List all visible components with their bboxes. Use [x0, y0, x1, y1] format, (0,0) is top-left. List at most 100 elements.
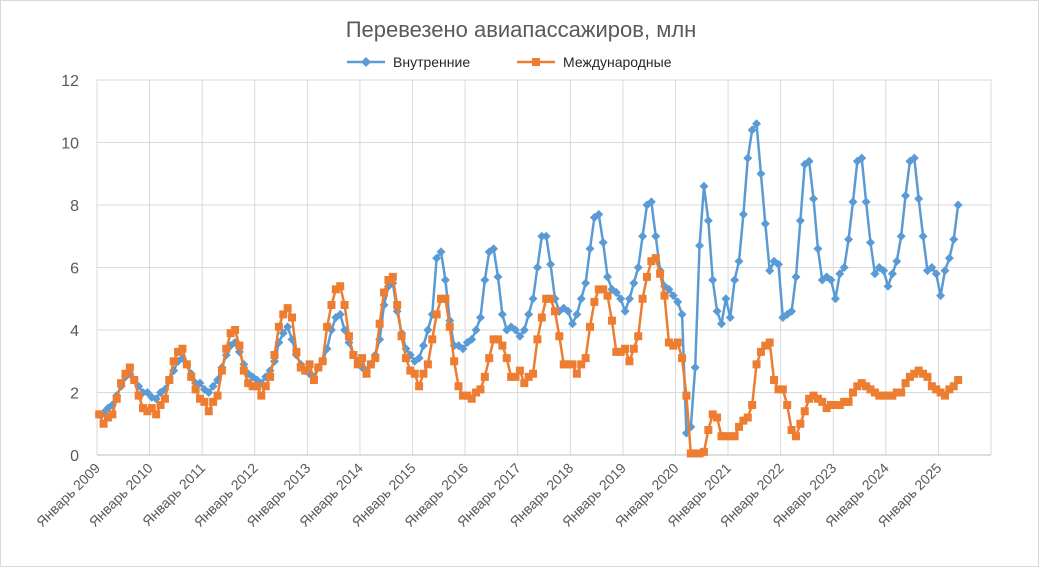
- data-point-international: [857, 379, 866, 388]
- data-point-international: [586, 322, 595, 331]
- data-point-international: [853, 382, 862, 391]
- data-point-domestic: [716, 319, 726, 329]
- data-point-domestic: [204, 388, 214, 397]
- data-point-international: [296, 363, 305, 372]
- data-point-international: [542, 294, 551, 303]
- data-point-international: [292, 347, 301, 356]
- data-point-domestic: [901, 191, 911, 201]
- data-point-domestic: [624, 294, 634, 304]
- data-point-international: [388, 272, 397, 281]
- data-point-domestic: [773, 259, 783, 269]
- data-point-international: [507, 372, 516, 381]
- data-point-international: [380, 288, 389, 297]
- data-point-international: [401, 354, 410, 363]
- data-point-domestic: [848, 197, 858, 207]
- legend-item-domestic: Внутренние: [347, 54, 470, 70]
- data-point-domestic: [892, 256, 902, 266]
- data-point-international: [721, 432, 730, 441]
- data-point-international: [327, 301, 336, 309]
- data-point-international: [940, 391, 949, 400]
- data-point-international: [393, 301, 402, 309]
- data-point-international: [336, 282, 345, 291]
- data-point-domestic: [695, 241, 705, 251]
- data-point-international: [217, 366, 226, 375]
- data-point-international: [660, 291, 669, 300]
- data-point-international: [143, 407, 152, 416]
- data-point-international: [244, 379, 253, 388]
- data-point-international: [870, 388, 879, 397]
- data-point-international: [485, 354, 494, 363]
- legend-label-domestic: Внутренние: [393, 54, 470, 70]
- chart-title: Перевезено авиапассажиров, млн: [346, 17, 697, 42]
- data-point-international: [949, 382, 958, 391]
- series-international: [95, 254, 963, 458]
- data-point-domestic: [721, 294, 731, 304]
- data-point-international: [441, 294, 450, 303]
- data-point-domestic: [629, 278, 639, 288]
- data-point-international: [634, 332, 643, 341]
- data-point-domestic: [830, 294, 840, 304]
- data-point-international: [191, 385, 200, 394]
- data-point-international: [564, 360, 573, 369]
- data-point-international: [905, 372, 914, 381]
- series-domestic: [94, 119, 963, 438]
- data-point-domestic: [598, 238, 608, 247]
- data-point-international: [209, 397, 218, 406]
- data-point-domestic: [743, 153, 753, 163]
- data-point-domestic: [703, 216, 713, 226]
- data-point-international: [884, 391, 893, 400]
- data-point-international: [134, 391, 143, 400]
- data-point-international: [349, 351, 358, 359]
- data-point-domestic: [283, 322, 293, 332]
- data-point-international: [555, 332, 564, 341]
- data-point-international: [581, 354, 590, 363]
- data-point-international: [708, 410, 717, 419]
- data-point-international: [419, 369, 428, 378]
- data-point-domestic: [493, 272, 503, 282]
- data-point-international: [717, 432, 726, 441]
- data-point-domestic: [787, 306, 797, 316]
- data-point-domestic: [756, 169, 766, 179]
- data-point-domestic: [423, 325, 433, 335]
- data-point-international: [108, 410, 117, 419]
- data-point-international: [415, 382, 424, 391]
- data-point-international: [235, 341, 244, 350]
- data-point-international: [862, 382, 871, 391]
- data-point-international: [739, 416, 748, 425]
- data-point-domestic: [335, 309, 345, 319]
- data-point-international: [480, 372, 489, 381]
- data-point-international: [848, 388, 857, 397]
- data-point-domestic: [725, 313, 735, 322]
- legend-label-international: Международные: [563, 54, 672, 70]
- data-point-international: [761, 341, 770, 350]
- data-point-domestic: [471, 325, 481, 335]
- data-point-international: [301, 366, 310, 375]
- data-point-domestic: [594, 209, 604, 219]
- data-point-domestic: [489, 244, 499, 254]
- data-point-domestic: [940, 266, 950, 276]
- data-point-international: [651, 254, 660, 263]
- data-point-domestic: [528, 294, 538, 304]
- data-point-domestic: [752, 119, 762, 129]
- data-point-international: [594, 285, 603, 294]
- data-point-international: [187, 372, 196, 381]
- data-point-international: [493, 335, 502, 344]
- data-point-international: [537, 313, 546, 322]
- data-point-domestic: [581, 278, 591, 288]
- data-point-international: [642, 272, 651, 281]
- data-point-domestic: [563, 306, 573, 316]
- data-point-international: [213, 391, 222, 400]
- data-point-international: [607, 316, 616, 325]
- data-point-international: [130, 376, 139, 384]
- data-point-international: [840, 397, 849, 406]
- data-point-international: [686, 449, 695, 458]
- data-point-domestic: [712, 306, 722, 316]
- data-point-domestic: [142, 388, 152, 397]
- data-point-international: [257, 391, 266, 400]
- data-point-domestic: [765, 266, 775, 276]
- data-point-domestic: [541, 231, 551, 241]
- data-point-international: [252, 382, 261, 391]
- data-point-international: [314, 363, 323, 372]
- legend: Внутренние Международные: [347, 54, 672, 70]
- data-point-international: [353, 360, 362, 369]
